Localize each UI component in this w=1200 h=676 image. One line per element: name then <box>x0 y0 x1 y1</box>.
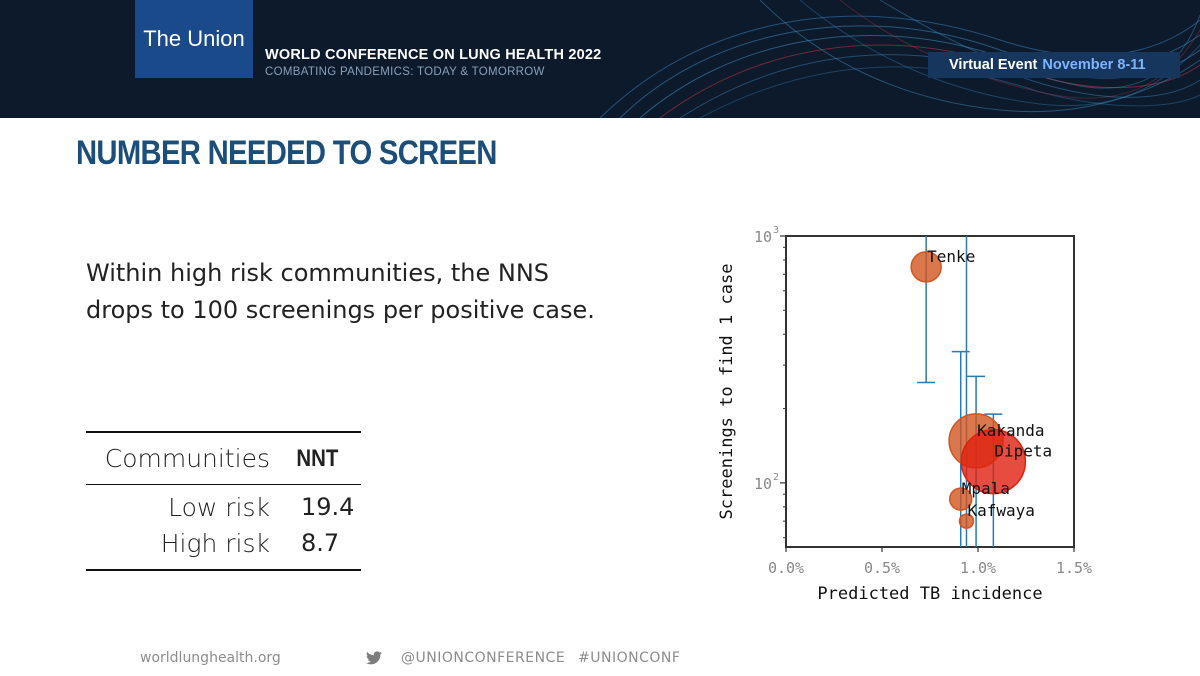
table-row: Low risk 19.4 <box>86 489 361 525</box>
point-label: Dipeta <box>994 442 1052 461</box>
data-point <box>960 428 1027 495</box>
event-dates: November 8-11 <box>1042 57 1146 73</box>
x-tick-label: 1.5% <box>1056 559 1092 577</box>
header-banner: The Union WORLD CONFERENCE ON LUNG HEALT… <box>0 0 1200 118</box>
event-badge: Virtual Event November 8-11 <box>928 52 1180 78</box>
data-point <box>910 251 942 283</box>
y-tick-exponent: 2 <box>773 472 779 483</box>
x-tick-label: 0.0% <box>768 559 804 577</box>
point-label: Tenke <box>927 247 975 266</box>
table-cell-community: High risk <box>160 528 270 558</box>
x-tick-label: 1.0% <box>960 559 996 577</box>
x-tick-label: 0.5% <box>864 559 900 577</box>
table-row: High risk 8.7 <box>86 525 361 561</box>
slide-body-text: Within high risk communities, the NNS dr… <box>86 259 595 324</box>
data-point <box>958 513 975 529</box>
table-cell-nnt: 8.7 <box>301 529 340 557</box>
y-tick-label: 10 <box>754 475 772 493</box>
nnt-table: Communities NNT Low risk 19.4 High risk … <box>86 431 361 571</box>
table-header-row: Communities NNT <box>86 433 361 485</box>
table-cell-nnt: 19.4 <box>301 493 355 521</box>
point-label: Kafwaya <box>967 501 1034 520</box>
event-label: Virtual Event <box>949 57 1038 73</box>
point-label: Mpala <box>962 479 1010 498</box>
y-tick-label: 10 <box>754 228 772 246</box>
union-logo: The Union <box>135 0 253 78</box>
footer-twitter-handle[interactable]: @UNIONCONFERENCE <box>401 650 566 666</box>
y-axis-label: Screenings to find 1 case <box>717 264 737 520</box>
y-tick-exponent: 3 <box>773 225 779 236</box>
conference-title: WORLD CONFERENCE ON LUNG HEALTH 2022 <box>265 47 602 63</box>
data-point <box>948 487 973 511</box>
plot-frame <box>785 235 1075 548</box>
twitter-icon <box>366 651 382 665</box>
footer-hashtag[interactable]: #UNIONCONF <box>578 650 681 666</box>
table-cell-community: Low risk <box>168 492 270 522</box>
table-header-communities: Communities <box>104 444 270 473</box>
footer-website[interactable]: worldlunghealth.org <box>140 650 281 666</box>
point-label: Kakanda <box>977 421 1044 440</box>
conference-subtitle: COMBATING PANDEMICS: TODAY & TOMORROW <box>265 66 545 78</box>
slide-title: NUMBER NEEDED TO SCREEN <box>76 134 497 172</box>
x-axis-label: Predicted TB incidence <box>817 584 1042 604</box>
table-header-nnt: NNT <box>296 444 339 472</box>
